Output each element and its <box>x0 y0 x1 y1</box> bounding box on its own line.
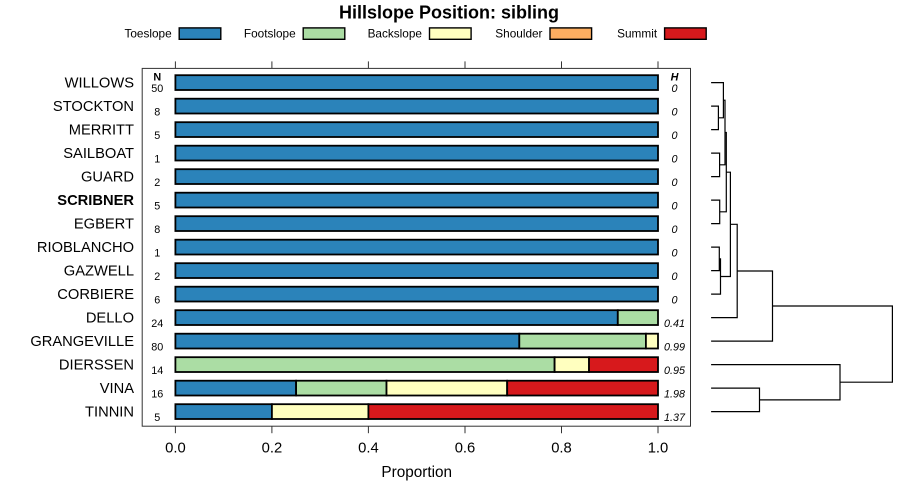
svg-text:GRANGEVILLE: GRANGEVILLE <box>30 334 134 350</box>
svg-text:0.2: 0.2 <box>262 440 283 456</box>
svg-text:1: 1 <box>154 153 160 165</box>
svg-text:DELLO: DELLO <box>86 311 134 327</box>
svg-text:5: 5 <box>154 130 160 142</box>
svg-text:0: 0 <box>671 200 677 212</box>
svg-text:8: 8 <box>154 106 160 118</box>
svg-text:0: 0 <box>671 271 677 283</box>
svg-text:0.4: 0.4 <box>358 440 379 456</box>
svg-text:MERRITT: MERRITT <box>69 123 134 139</box>
svg-text:RIOBLANCHO: RIOBLANCHO <box>37 240 134 256</box>
svg-text:SCRIBNER: SCRIBNER <box>57 193 134 209</box>
svg-text:5: 5 <box>154 200 160 212</box>
svg-text:5: 5 <box>154 412 160 424</box>
svg-text:8: 8 <box>154 224 160 236</box>
svg-text:24: 24 <box>151 318 163 330</box>
svg-text:Footslope: Footslope <box>244 26 296 40</box>
svg-text:0: 0 <box>671 294 677 306</box>
svg-text:0.6: 0.6 <box>455 440 476 456</box>
svg-text:GAZWELL: GAZWELL <box>64 264 134 280</box>
svg-text:0: 0 <box>671 83 677 95</box>
svg-text:2: 2 <box>154 271 160 283</box>
svg-text:Shoulder: Shoulder <box>495 26 542 40</box>
svg-text:14: 14 <box>151 365 163 377</box>
svg-text:0: 0 <box>671 153 677 165</box>
svg-text:STOCKTON: STOCKTON <box>53 99 134 115</box>
svg-text:CORBIERE: CORBIERE <box>57 287 134 303</box>
svg-text:EGBERT: EGBERT <box>74 217 134 233</box>
svg-text:0: 0 <box>671 106 677 118</box>
svg-text:50: 50 <box>151 83 163 95</box>
svg-text:80: 80 <box>151 341 163 353</box>
svg-text:0.41: 0.41 <box>664 318 685 330</box>
svg-text:1.98: 1.98 <box>664 388 685 400</box>
svg-text:0: 0 <box>671 224 677 236</box>
svg-text:VINA: VINA <box>100 381 134 397</box>
svg-text:DIERSSEN: DIERSSEN <box>59 358 134 374</box>
svg-text:16: 16 <box>151 388 163 400</box>
svg-text:Summit: Summit <box>617 26 658 40</box>
svg-text:Backslope: Backslope <box>368 26 423 40</box>
svg-text:6: 6 <box>154 294 160 306</box>
svg-text:0: 0 <box>671 177 677 189</box>
svg-text:0.99: 0.99 <box>664 341 685 353</box>
svg-text:0.95: 0.95 <box>664 365 686 377</box>
svg-text:0: 0 <box>671 247 677 259</box>
svg-text:H: H <box>671 72 679 84</box>
svg-text:1: 1 <box>154 247 160 259</box>
svg-text:WILLOWS: WILLOWS <box>65 76 135 92</box>
svg-text:2: 2 <box>154 177 160 189</box>
svg-text:N: N <box>153 71 161 83</box>
svg-text:Hillslope Position: sibling: Hillslope Position: sibling <box>339 3 559 23</box>
svg-text:1.37: 1.37 <box>664 412 686 424</box>
svg-text:Proportion: Proportion <box>381 464 452 481</box>
svg-text:Toeslope: Toeslope <box>124 26 172 40</box>
svg-text:1.0: 1.0 <box>648 440 669 456</box>
svg-text:GUARD: GUARD <box>81 170 134 186</box>
svg-text:SAILBOAT: SAILBOAT <box>63 146 134 162</box>
svg-text:0.0: 0.0 <box>165 440 186 456</box>
svg-text:TINNIN: TINNIN <box>85 405 134 421</box>
svg-text:0: 0 <box>671 130 677 142</box>
svg-text:0.8: 0.8 <box>551 440 572 456</box>
